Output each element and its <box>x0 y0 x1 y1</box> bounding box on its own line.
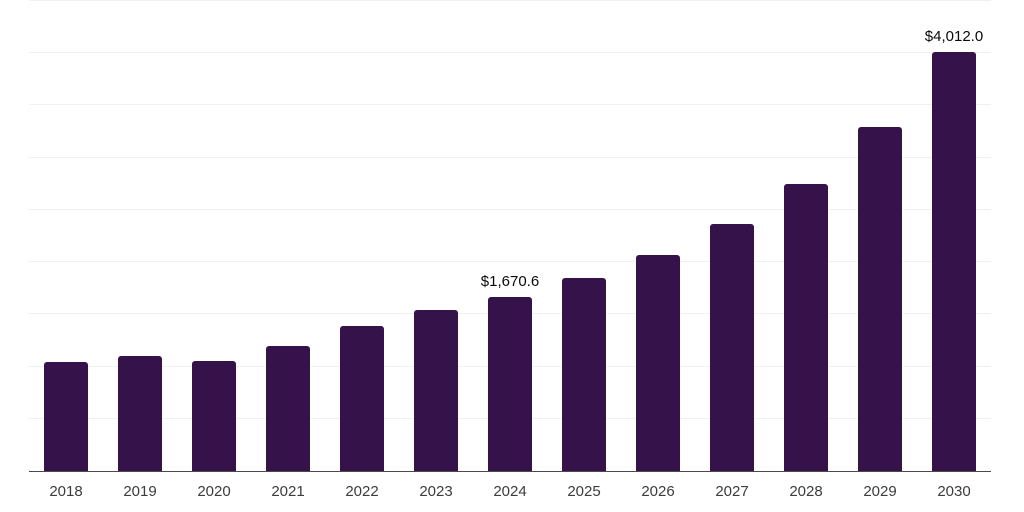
bar-2026 <box>636 254 680 471</box>
bar-slot-2024: $1,670.6 <box>473 1 547 471</box>
bar-slot-2023 <box>399 1 473 471</box>
x-tick-2024: 2024 <box>493 483 527 500</box>
x-tick-2025: 2025 <box>567 483 601 500</box>
bar-2025 <box>562 278 606 471</box>
bar-slot-2027 <box>695 1 769 471</box>
x-tick-2027: 2027 <box>715 483 749 500</box>
bar-2024 <box>488 296 532 471</box>
bars-container: $1,670.6 $4,012.0 <box>29 1 991 471</box>
bar-2027 <box>710 224 754 471</box>
bar-slot-2018 <box>29 1 103 471</box>
x-tick-2026: 2026 <box>641 483 675 500</box>
gridline-2000 <box>29 261 991 263</box>
bar-slot-2030: $4,012.0 <box>917 1 991 471</box>
bar-slot-2021 <box>251 1 325 471</box>
bar-2028 <box>784 183 828 471</box>
x-tick-2023: 2023 <box>419 483 453 500</box>
x-axis: 2018 2019 2020 2021 2022 2023 2024 2025 2026 2027… <box>29 482 991 502</box>
bar-2019 <box>118 355 162 471</box>
gridline-3500 <box>29 104 991 106</box>
x-tick-2020: 2020 <box>197 483 231 500</box>
bar-2021 <box>266 345 310 471</box>
bar-2023 <box>414 310 458 471</box>
bar-2030 <box>932 51 976 471</box>
gridline-4500 <box>29 0 991 1</box>
bar-slot-2025 <box>547 1 621 471</box>
x-tick-2021: 2021 <box>271 483 305 500</box>
bar-slot-2028 <box>769 1 843 471</box>
plot-area: $1,670.6 $4,012.0 <box>29 0 991 472</box>
bar-slot-2029 <box>843 1 917 471</box>
bar-2020 <box>192 361 236 471</box>
gridline-2500 <box>29 208 991 210</box>
value-label-2024: $1,670.6 <box>480 272 540 290</box>
x-tick-2018: 2018 <box>49 483 83 500</box>
bar-2018 <box>44 362 88 471</box>
value-label-2030: $4,012.0 <box>924 27 984 45</box>
x-tick-2029: 2029 <box>863 483 897 500</box>
bar-2022 <box>340 326 384 471</box>
gridline-4000 <box>29 52 991 54</box>
bar-2029 <box>858 127 902 471</box>
bar-slot-2019 <box>103 1 177 471</box>
x-tick-2028: 2028 <box>789 483 823 500</box>
bar-slot-2022 <box>325 1 399 471</box>
x-tick-2019: 2019 <box>123 483 157 500</box>
bar-slot-2026 <box>621 1 695 471</box>
x-tick-2022: 2022 <box>345 483 379 500</box>
bar-slot-2020 <box>177 1 251 471</box>
gridline-3000 <box>29 156 991 158</box>
x-tick-2030: 2030 <box>937 483 971 500</box>
